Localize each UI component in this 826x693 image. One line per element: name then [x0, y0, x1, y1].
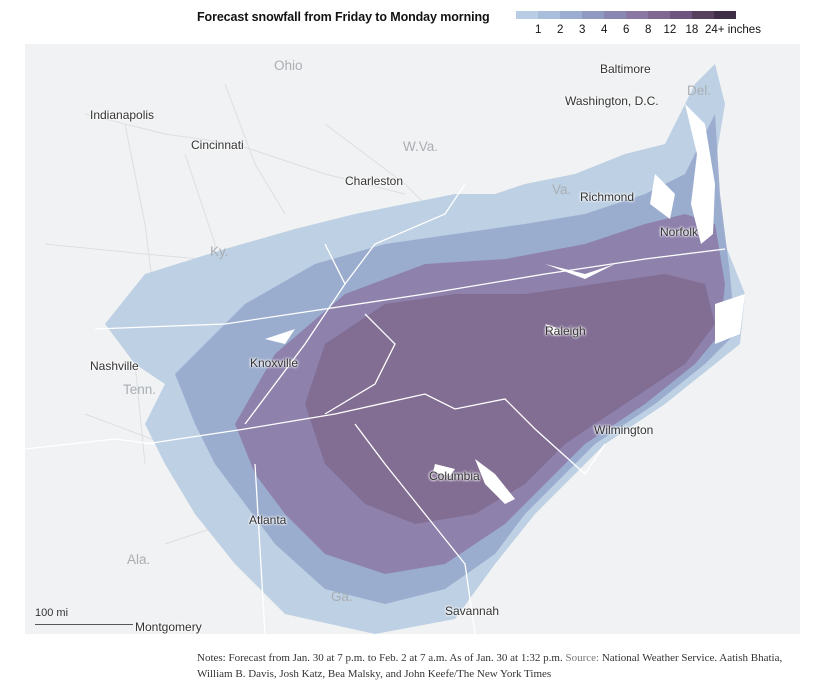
state-label-kentucky: Ky. — [210, 244, 229, 259]
city-label-wilmington: Wilmington — [594, 423, 654, 437]
state-label-ohio: Ohio — [274, 58, 303, 73]
notes-text: Forecast from Jan. 30 at 7 p.m. to Feb. … — [228, 652, 563, 664]
city-label-montgomery: Montgomery — [135, 620, 202, 634]
map-header: Forecast snowfall from Friday to Monday … — [0, 0, 826, 44]
legend-swatch-7 — [670, 11, 692, 19]
city-label-savannah: Savannah — [445, 604, 500, 618]
state-label-virginia: Va. — [552, 182, 572, 197]
city-label-baltimore: Baltimore — [600, 62, 651, 76]
legend-swatch-1 — [538, 11, 560, 19]
legend-label-5: 8 — [645, 24, 652, 36]
legend-label-3: 4 — [601, 24, 608, 36]
city-label-charleston: Charleston — [345, 174, 404, 188]
notes-label: Notes: — [197, 652, 226, 664]
scale-label: 100 mi — [35, 607, 69, 619]
legend-swatch-8 — [692, 11, 714, 19]
legend-swatch-2 — [560, 11, 582, 19]
legend-label-6: 12 — [663, 24, 677, 36]
credit-text: Aatish Bhatia, William B. Davis, Josh Ka… — [197, 652, 783, 680]
city-label-washington: Washington, D.C. — [565, 94, 659, 108]
state-label-west-virginia: W.Va. — [403, 139, 439, 154]
snowfall-map: Baltimore Washington, D.C. Indianapolis … — [25, 44, 800, 634]
legend-label-0: 1 — [535, 24, 542, 36]
city-label-columbia: Columbia — [429, 469, 480, 483]
legend-label-8: 24+ inches — [705, 24, 761, 36]
city-label-raleigh: Raleigh — [545, 324, 586, 338]
city-label-atlanta: Atlanta — [249, 513, 287, 527]
map-title: Forecast snowfall from Friday to Monday … — [197, 10, 490, 24]
city-label-cincinnati: Cincinnati — [191, 138, 244, 152]
snowfall-legend-labels: 1 2 3 4 6 8 12 18 24+ inches — [516, 24, 776, 38]
city-label-richmond: Richmond — [580, 190, 635, 204]
city-label-knoxville: Knoxville — [250, 356, 299, 370]
legend-swatch-6 — [648, 11, 670, 19]
state-borders — [25, 183, 726, 634]
map-notes: Notes: Forecast from Jan. 30 at 7 p.m. t… — [197, 650, 787, 682]
state-label-alabama: Ala. — [127, 552, 151, 567]
state-label-georgia: Ga. — [331, 589, 353, 604]
state-label-delaware: Del. — [687, 83, 712, 98]
source-text: National Weather Service. — [601, 652, 718, 664]
map-canvas — [25, 64, 745, 634]
legend-label-4: 6 — [623, 24, 630, 36]
snow-layer-very-heavy — [305, 274, 715, 524]
legend-swatch-5 — [626, 11, 648, 19]
city-label-norfolk: Norfolk — [660, 225, 699, 239]
legend-swatch-4 — [604, 11, 626, 19]
legend-swatch-3 — [582, 11, 604, 19]
scale-bar — [35, 624, 133, 625]
legend-swatch-0 — [516, 11, 538, 19]
legend-label-7: 18 — [685, 24, 699, 36]
snowfall-legend-bar — [516, 11, 736, 19]
water-bodies — [265, 104, 745, 504]
legend-label-2: 3 — [579, 24, 586, 36]
legend-swatch-9 — [714, 11, 736, 19]
legend-label-1: 2 — [557, 24, 564, 36]
city-label-indianapolis: Indianapolis — [90, 108, 155, 122]
city-label-nashville: Nashville — [90, 359, 139, 373]
source-label: Source: — [565, 652, 600, 664]
state-label-tennessee: Tenn. — [123, 382, 157, 397]
